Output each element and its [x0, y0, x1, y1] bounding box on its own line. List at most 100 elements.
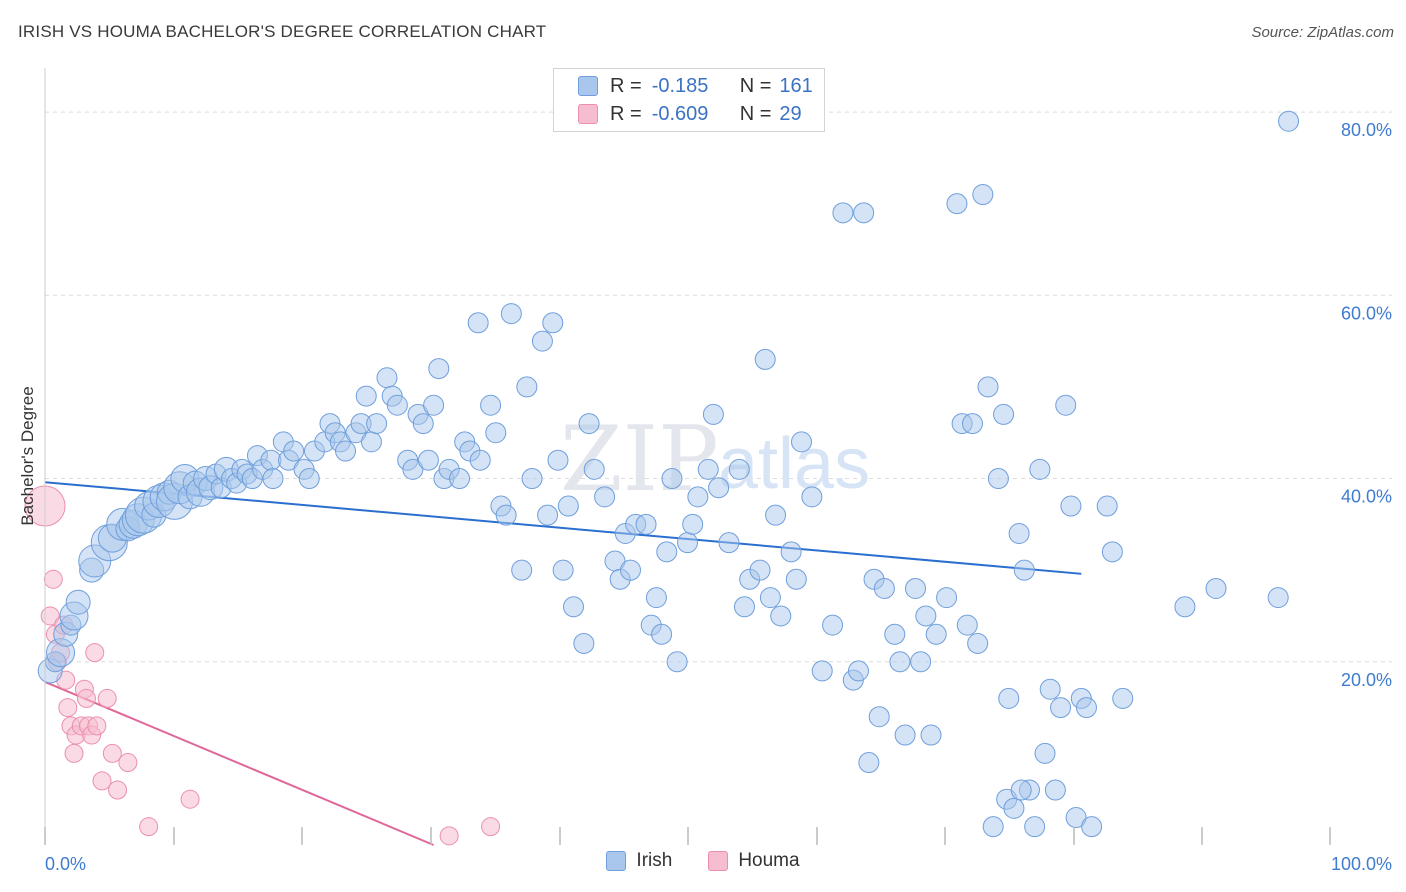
irish-point — [889, 651, 911, 673]
series-legend: Irish Houma — [0, 850, 1406, 872]
irish-point — [956, 614, 978, 636]
houma-point — [76, 688, 96, 708]
irish-point — [822, 614, 844, 636]
irish-point — [915, 605, 937, 627]
irish-point — [993, 403, 1015, 425]
houma-swatch-icon — [578, 104, 598, 124]
irish-point — [661, 468, 683, 490]
irish-point — [516, 376, 538, 398]
houma-swatch-icon — [708, 851, 729, 871]
legend-r-value: -0.609 — [651, 102, 709, 125]
irish-point — [412, 413, 434, 435]
irish-point — [467, 312, 489, 334]
irish-point — [987, 468, 1009, 490]
irish-points — [37, 110, 1300, 838]
houma-point — [139, 817, 159, 837]
irish-point — [1050, 697, 1072, 719]
irish-point — [858, 752, 880, 774]
irish-point — [1101, 541, 1123, 563]
irish-swatch-icon — [606, 851, 627, 871]
irish-point — [635, 513, 657, 535]
source-label: Source: ZipAtlas.com — [1251, 24, 1394, 41]
irish-point — [1055, 394, 1077, 416]
houma-point — [43, 569, 63, 589]
irish-point — [1029, 458, 1051, 480]
irish-point — [847, 660, 869, 682]
irish-point — [376, 367, 398, 389]
irish-point — [1081, 816, 1103, 838]
irish-point — [1024, 816, 1046, 838]
chart-title: IRISH VS HOUMA BACHELOR'S DEGREE CORRELA… — [18, 22, 547, 41]
irish-point — [547, 449, 569, 471]
irish-point — [708, 477, 730, 499]
irish-point — [697, 458, 719, 480]
irish-point — [557, 495, 579, 517]
irish-point — [485, 422, 507, 444]
houma-point — [102, 743, 122, 763]
irish-point — [904, 577, 926, 599]
irish-point — [785, 568, 807, 590]
irish-point — [936, 587, 958, 609]
legend-item-irish[interactable]: Irish — [606, 850, 672, 872]
irish-point — [946, 193, 968, 215]
irish-point — [552, 559, 574, 581]
irish-point — [335, 440, 357, 462]
irish-point — [811, 660, 833, 682]
irish-point — [511, 559, 533, 581]
irish-point — [1003, 797, 1025, 819]
irish-point — [428, 358, 450, 380]
irish-point — [386, 394, 408, 416]
irish-point — [355, 385, 377, 407]
irish-point — [542, 312, 564, 334]
irish-point — [1034, 742, 1056, 764]
irish-point — [998, 687, 1020, 709]
irish-point — [853, 202, 875, 224]
irish-point — [283, 440, 305, 462]
legend-item-houma[interactable]: Houma — [708, 850, 800, 872]
irish-point — [920, 724, 942, 746]
legend-n-label: N = — [739, 74, 772, 97]
irish-point — [718, 532, 740, 554]
irish-point — [402, 458, 424, 480]
irish-point — [1075, 697, 1097, 719]
irish-point — [1267, 587, 1289, 609]
irish-point — [656, 541, 678, 563]
irish-point — [780, 541, 802, 563]
irish-point — [910, 651, 932, 673]
irish-point — [687, 486, 709, 508]
irish-point — [573, 632, 595, 654]
irish-point — [366, 413, 388, 435]
irish-point — [1205, 577, 1227, 599]
legend-r-label: R = — [610, 102, 642, 125]
irish-point — [961, 413, 983, 435]
irish-point — [537, 504, 559, 526]
irish-point — [563, 596, 585, 618]
x-tick-label: 0.0% — [45, 854, 86, 874]
houma-trend-line — [44, 681, 434, 846]
y-tick-label: 20.0% — [1341, 670, 1392, 690]
x-tick-label: 100.0% — [1331, 854, 1392, 874]
irish-point — [925, 623, 947, 645]
irish-point — [578, 413, 600, 435]
irish-point — [873, 577, 895, 599]
houma-point — [481, 817, 501, 837]
irish-point — [982, 816, 1004, 838]
houma-point — [87, 716, 107, 736]
houma-point — [118, 753, 138, 773]
irish-point — [262, 468, 284, 490]
irish-point — [1060, 495, 1082, 517]
y-tick-label: 80.0% — [1341, 120, 1392, 140]
irish-point — [620, 559, 642, 581]
irish-point — [884, 623, 906, 645]
irish-point — [260, 449, 282, 471]
legend-n-value: 29 — [779, 102, 802, 125]
houma-point — [64, 743, 84, 763]
irish-point — [65, 589, 91, 615]
irish-swatch-icon — [578, 76, 598, 96]
irish-point — [521, 468, 543, 490]
irish-point — [770, 605, 792, 627]
irish-point — [1065, 807, 1087, 829]
irish-point — [972, 184, 994, 206]
irish-point — [790, 431, 812, 453]
